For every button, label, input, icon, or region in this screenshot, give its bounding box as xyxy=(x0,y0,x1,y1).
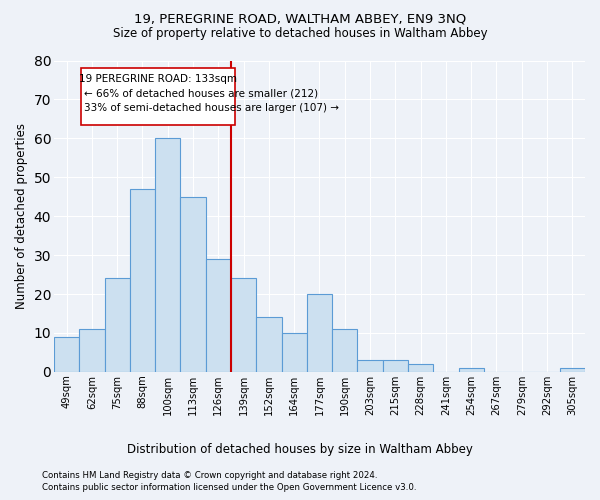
Bar xyxy=(408,364,433,372)
Bar xyxy=(206,259,231,372)
Text: ← 66% of detached houses are smaller (212): ← 66% of detached houses are smaller (21… xyxy=(85,88,319,99)
Bar xyxy=(130,189,155,372)
Bar xyxy=(307,294,332,372)
Bar xyxy=(458,368,484,372)
Bar xyxy=(256,318,281,372)
Bar xyxy=(231,278,256,372)
Bar xyxy=(281,333,307,372)
Text: Distribution of detached houses by size in Waltham Abbey: Distribution of detached houses by size … xyxy=(127,442,473,456)
Bar xyxy=(104,278,130,372)
Bar xyxy=(54,337,79,372)
Text: 19 PEREGRINE ROAD: 133sqm: 19 PEREGRINE ROAD: 133sqm xyxy=(79,74,236,84)
Text: Contains HM Land Registry data © Crown copyright and database right 2024.: Contains HM Land Registry data © Crown c… xyxy=(42,471,377,480)
Bar xyxy=(358,360,383,372)
Bar xyxy=(560,368,585,372)
Bar xyxy=(383,360,408,372)
Bar xyxy=(332,329,358,372)
Text: Contains public sector information licensed under the Open Government Licence v3: Contains public sector information licen… xyxy=(42,484,416,492)
Text: Size of property relative to detached houses in Waltham Abbey: Size of property relative to detached ho… xyxy=(113,28,487,40)
Bar xyxy=(155,138,181,372)
Text: 33% of semi-detached houses are larger (107) →: 33% of semi-detached houses are larger (… xyxy=(85,103,340,113)
Bar xyxy=(79,329,104,372)
Y-axis label: Number of detached properties: Number of detached properties xyxy=(15,123,28,309)
Bar xyxy=(181,196,206,372)
FancyBboxPatch shape xyxy=(80,68,235,124)
Text: 19, PEREGRINE ROAD, WALTHAM ABBEY, EN9 3NQ: 19, PEREGRINE ROAD, WALTHAM ABBEY, EN9 3… xyxy=(134,12,466,26)
